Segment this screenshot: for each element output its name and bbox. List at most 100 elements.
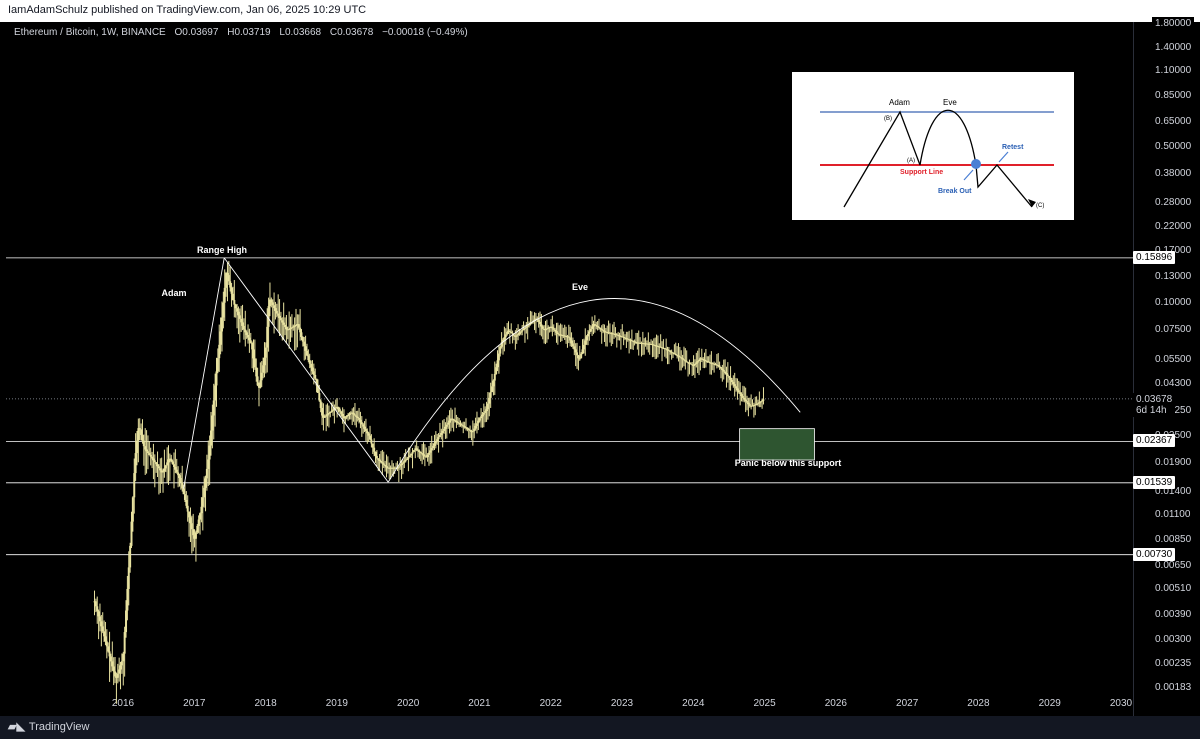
- candle-body: [352, 413, 355, 415]
- candle-body: [193, 535, 196, 539]
- candle-body: [196, 525, 199, 533]
- candle-body: [220, 317, 223, 332]
- candle-body: [514, 335, 517, 337]
- tradingview-logo[interactable]: ▰◣ TradingView: [8, 720, 89, 733]
- candle-body: [643, 343, 646, 345]
- candle-body: [142, 440, 145, 447]
- candle-body: [189, 517, 192, 524]
- candle-body: [493, 373, 496, 381]
- candle-body: [496, 360, 499, 368]
- candle-body: [563, 335, 566, 337]
- candle-body: [378, 459, 381, 461]
- candle-body: [703, 359, 706, 361]
- candle-body: [512, 334, 515, 336]
- candle-body: [713, 363, 716, 365]
- price-chart[interactable]: 2016 2017 2018 2019 2020 2021 2022 2023 2024 2025…: [0, 22, 1200, 716]
- candle-body: [447, 422, 450, 425]
- candle-body: [292, 326, 295, 328]
- candle-body: [761, 400, 764, 402]
- candle-body: [133, 473, 136, 498]
- candle-body: [157, 466, 160, 469]
- candle-body: [412, 450, 415, 452]
- candle-body: [155, 462, 158, 465]
- candle-body: [270, 299, 273, 303]
- candle-body: [707, 361, 710, 363]
- candle-body: [183, 494, 186, 500]
- candle-body: [547, 327, 550, 329]
- candle-body: [588, 331, 591, 334]
- candle-body: [591, 326, 594, 329]
- candle-body: [96, 606, 99, 612]
- candle-body: [295, 324, 298, 326]
- candle-body: [385, 466, 388, 468]
- candle-body: [274, 308, 277, 311]
- candle-body: [200, 506, 203, 514]
- candle-body: [489, 392, 492, 398]
- trend-line[interactable]: [223, 257, 389, 483]
- candle-body: [115, 676, 118, 678]
- candle-body: [486, 403, 489, 410]
- candle-body: [164, 465, 167, 469]
- candle-body: [377, 458, 380, 460]
- candle-body: [650, 343, 653, 345]
- candle-body: [199, 513, 202, 520]
- candle-body: [762, 399, 765, 401]
- candle-body: [290, 327, 293, 329]
- candle-body: [384, 464, 387, 467]
- candle-body: [364, 428, 367, 432]
- candle-body: [215, 371, 218, 386]
- candle-body: [544, 329, 547, 331]
- candle-body: [481, 414, 484, 417]
- candle-body: [263, 357, 266, 366]
- candle-body: [266, 326, 269, 348]
- candle-body: [469, 429, 472, 431]
- candle-body: [491, 386, 494, 393]
- price-tick-label: 0.00183: [1152, 681, 1195, 694]
- support-box[interactable]: [739, 428, 815, 461]
- candle-body: [523, 327, 526, 330]
- candle-body: [566, 336, 569, 338]
- candle-body: [485, 409, 488, 412]
- candle-body: [316, 385, 319, 393]
- candle-body: [104, 636, 107, 642]
- candle-body: [600, 328, 603, 330]
- symbol-name: Ethereum / Bitcoin, 1W, BINANCE: [14, 27, 166, 38]
- candle-body: [445, 424, 448, 427]
- candle-body: [171, 461, 174, 465]
- candle-body: [225, 273, 228, 288]
- candle-body: [212, 400, 215, 416]
- candle-body: [236, 308, 239, 312]
- x-tick-label: 2030: [1110, 698, 1133, 709]
- eve-arc[interactable]: [387, 298, 801, 483]
- candle-body: [692, 364, 695, 366]
- candle-body: [137, 428, 140, 441]
- candle-body: [448, 420, 451, 423]
- candle-body: [528, 324, 531, 326]
- candle-body: [349, 412, 352, 414]
- inset-b-label: (B): [884, 116, 892, 122]
- x-tick-label: 2027: [896, 698, 919, 709]
- candle-body: [399, 465, 402, 467]
- candle-body: [648, 343, 651, 345]
- high-value: 0.03719: [234, 27, 271, 38]
- candle-body: [256, 376, 259, 386]
- candle-body: [373, 447, 376, 452]
- candle-body: [556, 332, 559, 335]
- price-tick-label: 0.13000: [1152, 270, 1195, 284]
- candle-body: [281, 320, 284, 323]
- low-label: L: [279, 27, 285, 38]
- candle-body: [604, 331, 607, 333]
- candle-body: [580, 353, 583, 359]
- candle-body: [466, 428, 469, 430]
- trend-line[interactable]: [183, 257, 225, 489]
- candle-body: [752, 405, 755, 407]
- open-value: 0.03697: [182, 27, 219, 38]
- candle-body: [264, 347, 267, 358]
- candle-body: [226, 273, 229, 276]
- candle-body: [454, 420, 457, 422]
- current-price-badge: 0.03678 6d 14h: [1133, 392, 1176, 417]
- candle-body: [539, 321, 542, 325]
- level-price-badge: 0.02367: [1133, 434, 1176, 448]
- candle-body: [659, 346, 662, 348]
- candle-body: [203, 487, 206, 498]
